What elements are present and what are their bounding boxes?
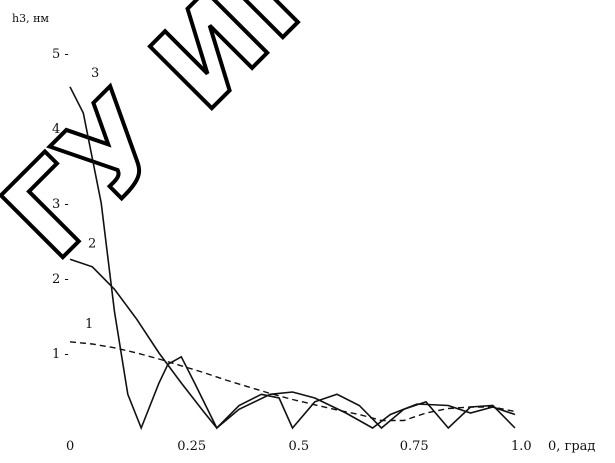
- y-tick-label: 3 -: [52, 197, 69, 212]
- y-tick-label: 1 -: [52, 347, 69, 362]
- x-tick-label: 1.0: [511, 439, 532, 454]
- y-tick-label: 4 -: [52, 122, 69, 137]
- x-tick-label: 0.25: [177, 439, 206, 454]
- curves: 1 2 3: [69, 66, 516, 431]
- x-tick-label: 0.5: [289, 439, 310, 454]
- series-2-line: [69, 258, 516, 430]
- series-2-label: 2: [88, 236, 96, 251]
- x-tick-label: 0.75: [400, 439, 429, 454]
- series-3-line: [69, 86, 516, 431]
- series-1-line: [69, 341, 516, 422]
- x-tick-label: 0: [66, 439, 74, 454]
- y-axis-label: h3, нм: [12, 12, 49, 25]
- series-1-label: 1: [85, 317, 93, 332]
- axis-ticks: 0 0.25 0.5 0.75 1.0 1 - 2 - 3 - 4 - 5 -: [52, 47, 532, 454]
- x-axis-label: 0, град: [548, 439, 595, 454]
- y-tick-label: 5 -: [52, 47, 69, 62]
- series-3-label: 3: [91, 66, 99, 81]
- watermark: ГУ ИМ.: [0, 0, 412, 286]
- y-tick-label: 2 -: [52, 272, 69, 287]
